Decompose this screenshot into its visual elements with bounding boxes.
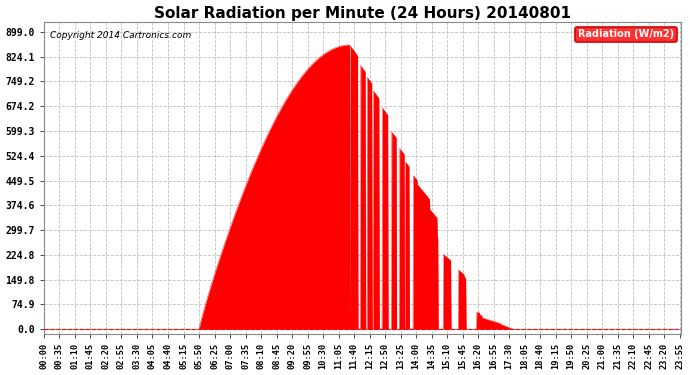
Title: Solar Radiation per Minute (24 Hours) 20140801: Solar Radiation per Minute (24 Hours) 20… — [154, 6, 571, 21]
Legend: Radiation (W/m2): Radiation (W/m2) — [575, 27, 677, 42]
Text: Copyright 2014 Cartronics.com: Copyright 2014 Cartronics.com — [50, 31, 192, 40]
